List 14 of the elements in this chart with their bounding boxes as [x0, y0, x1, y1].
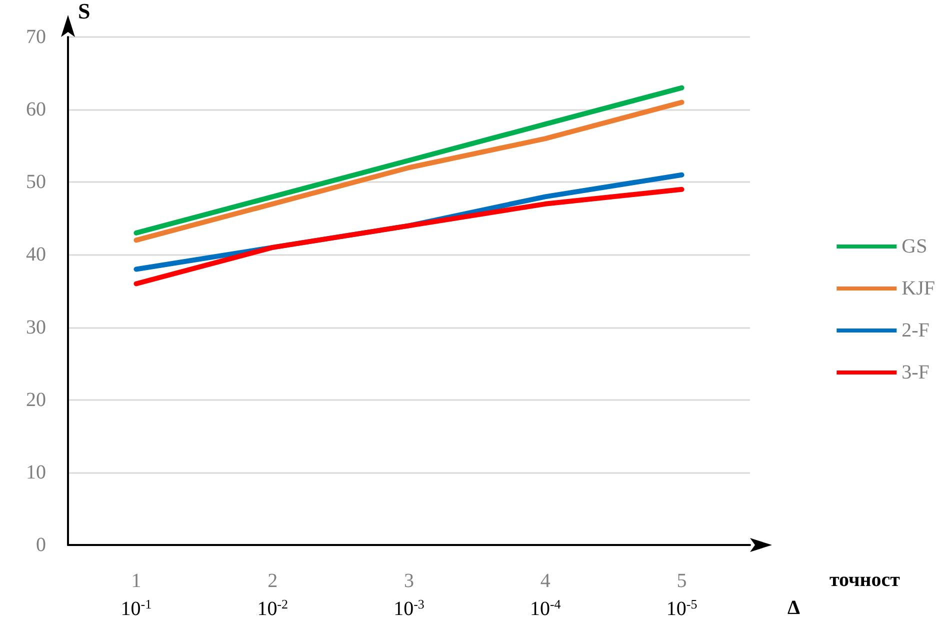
y-tick-label: 70: [26, 26, 46, 48]
y-tick-label: 10: [26, 461, 46, 484]
y-tick-label: 20: [26, 388, 46, 411]
y-tick-label: 50: [26, 171, 46, 194]
legend-label: 2-F: [902, 320, 930, 342]
y-tick-label: 0: [36, 534, 46, 556]
legend-label: 3-F: [902, 362, 930, 384]
legend-label: GS: [902, 236, 928, 258]
text: точност Δ: [787, 569, 900, 619]
y-tick-label: 40: [26, 244, 46, 266]
y-tick-label: 60: [26, 98, 46, 121]
legend-label: KJF: [902, 278, 936, 300]
y-axis-title: S: [78, 0, 90, 24]
y-tick-label: 30: [26, 316, 46, 338]
